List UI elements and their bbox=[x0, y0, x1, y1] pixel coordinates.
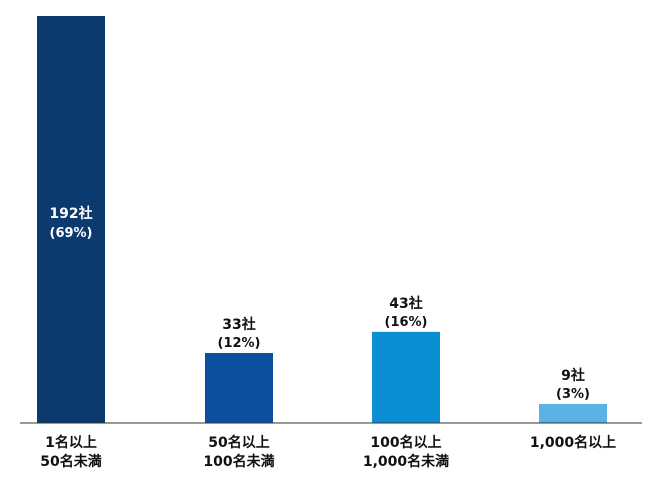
bar-percent-label-3: (16%) bbox=[385, 315, 428, 330]
category-label-2-line-2: 100名未満 bbox=[203, 453, 274, 470]
bar-percent-label-2: (12%) bbox=[218, 336, 261, 351]
bars bbox=[37, 16, 607, 423]
bar-value-label-2: 33社 bbox=[222, 316, 255, 333]
x-axis-tick-labels: 1名以上 50名未満 50名以上 100名未満 100名以上 1,000名未満 1,000名… bbox=[40, 434, 616, 470]
category-label-2-line-1: 50名以上 bbox=[208, 434, 269, 451]
category-label-1-line-1: 1名以上 bbox=[45, 434, 97, 451]
bar-value-label-1: 192社 bbox=[49, 205, 92, 222]
bar-percent-label-1: (69%) bbox=[50, 226, 93, 241]
bar-4 bbox=[539, 403, 607, 423]
bar-percent-label-4: (3%) bbox=[556, 387, 590, 402]
bar-labels: 192社 (69%) 33社 (12%) 43社 (16%) 9社 (3%) bbox=[49, 205, 590, 402]
category-label-3-line-1: 100名以上 bbox=[370, 434, 441, 451]
bar-value-label-3: 43社 bbox=[389, 295, 422, 312]
bar-1 bbox=[37, 16, 105, 423]
category-label-3-line-2: 1,000名未満 bbox=[363, 453, 449, 470]
bar-value-label-4: 9社 bbox=[561, 367, 585, 384]
bar-3 bbox=[372, 331, 440, 423]
bar-2 bbox=[205, 353, 273, 423]
category-label-1-line-2: 50名未満 bbox=[40, 453, 101, 470]
category-label-4-line-1: 1,000名以上 bbox=[530, 434, 616, 451]
